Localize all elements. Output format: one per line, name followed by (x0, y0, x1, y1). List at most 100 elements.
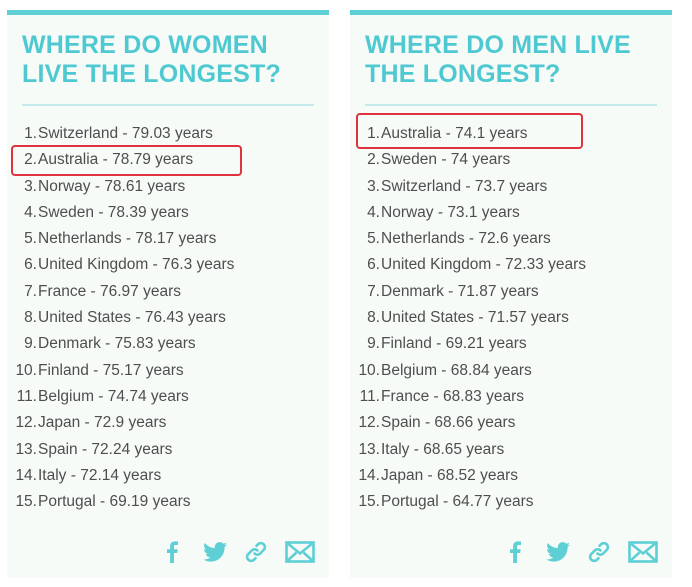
women-title: WHERE DO WOMEN LIVE THE LONGEST? (22, 31, 281, 88)
rank-country-value: Spain - 72.24 years (38, 440, 173, 458)
rank-item: 5. Netherlands - 78.17 years (7, 226, 329, 252)
rank-number: 1. (24, 125, 37, 142)
rank-country-value: Sweden - 74 years (381, 151, 511, 169)
women-card: WHERE DO WOMEN LIVE THE LONGEST? 1. Switz… (7, 10, 329, 578)
rank-number: 8. (24, 309, 37, 327)
rank-item: 7. Denmark - 71.87 years (350, 279, 672, 305)
rank-number: 3. (367, 177, 380, 195)
rank-number: 12. (358, 414, 380, 432)
rank-item: 12. Spain - 68.66 years (350, 410, 672, 436)
rank-country-value: Italy - 68.65 years (381, 440, 505, 458)
rank-country-value: United States - 71.57 years (381, 309, 569, 327)
rank-country-value: Switzerland - 73.7 years (381, 177, 548, 195)
men-title: WHERE DO MEN LIVE THE LONGEST? (365, 31, 631, 88)
rank-country-value: United Kingdom - 76.3 years (38, 256, 235, 274)
rank-number: 6. (24, 256, 37, 274)
rank-country-value: Denmark - 71.87 years (381, 282, 539, 300)
rank-country-value: Norway - 73.1 years (381, 203, 520, 221)
rank-number: 14. (15, 466, 37, 484)
rank-item: 15. Portugal - 64.77 years (350, 489, 672, 515)
rank-item: 10. Finland - 75.17 years (7, 358, 329, 384)
rank-number: 10. (15, 361, 37, 379)
rank-number: 5. (24, 230, 37, 248)
rank-item: 9. Denmark - 75.83 years (7, 331, 329, 357)
rank-number: 11. (359, 387, 380, 405)
rank-item: 6. United Kingdom - 76.3 years (7, 252, 329, 278)
women-divider (22, 104, 314, 106)
rank-number: 14. (358, 466, 380, 484)
rank-country-value: Belgium - 68.84 years (381, 361, 532, 379)
rank-country-value: Spain - 68.66 years (381, 414, 516, 432)
rank-number: 3. (24, 177, 37, 195)
women-rank-list: 1. Switzerland - 79.03 years 2. Australia -… (7, 121, 329, 515)
rank-item: 8. United States - 71.57 years (350, 305, 672, 331)
men-card: WHERE DO MEN LIVE THE LONGEST? 1. Austral… (350, 10, 672, 578)
rank-item: 3. Switzerland - 73.7 years (350, 174, 672, 200)
rank-country-value: Netherlands - 72.6 years (381, 230, 551, 248)
rank-country-value: Belgium - 74.74 years (38, 387, 189, 405)
rank-number: 11. (16, 387, 37, 405)
rank-item: 4. Sweden - 78.39 years (7, 200, 329, 226)
rank-number: 4. (367, 203, 380, 221)
rank-country-value: Finland - 75.17 years (38, 361, 184, 379)
rank-country-value: Sweden - 78.39 years (38, 203, 189, 221)
rank-country-value: United States - 76.43 years (38, 309, 226, 327)
rank-number: 13. (15, 440, 37, 458)
rank-number: 13. (358, 440, 380, 458)
rank-country-value: Finland - 69.21 years (381, 335, 527, 353)
rank-number: 2. (367, 151, 380, 169)
rank-country-value: United Kingdom - 72.33 years (381, 256, 587, 274)
rank-number: 15. (358, 493, 380, 511)
rank-item: 13. Italy - 68.65 years (350, 437, 672, 463)
rank-item: 10. Belgium - 68.84 years (350, 358, 672, 384)
rank-item: 11. Belgium - 74.74 years (7, 384, 329, 410)
facebook-icon[interactable] (165, 541, 179, 563)
twitter-icon[interactable] (546, 541, 570, 563)
rank-country-value: Norway - 78.61 years (38, 177, 186, 195)
rank-number: 6. (367, 256, 380, 274)
rank-number: 12. (15, 414, 37, 432)
rank-number: 1. (367, 125, 380, 142)
rank-item: 5. Netherlands - 72.6 years (350, 226, 672, 252)
link-icon[interactable] (245, 541, 267, 563)
rank-item: 2. Australia - 78.79 years (7, 147, 329, 173)
rank-item: 1. Switzerland - 79.03 years (7, 121, 329, 147)
rank-item: 9. Finland - 69.21 years (350, 331, 672, 357)
rank-country-value: Switzerland - 79.03 years (38, 125, 213, 142)
men-divider (365, 104, 657, 106)
rank-country-value: France - 76.97 years (38, 282, 182, 300)
rank-country-value: Japan - 68.52 years (381, 466, 519, 484)
rank-item: 7. France - 76.97 years (7, 279, 329, 305)
rank-item: 8. United States - 76.43 years (7, 305, 329, 331)
rank-number: 4. (24, 203, 37, 221)
rank-number: 10. (358, 361, 380, 379)
rank-number: 7. (24, 282, 37, 300)
twitter-icon[interactable] (203, 541, 227, 563)
rank-item: 3. Norway - 78.61 years (7, 174, 329, 200)
rank-number: 9. (24, 335, 37, 353)
facebook-icon[interactable] (508, 541, 522, 563)
rank-country-value: France - 68.83 years (381, 387, 525, 405)
mail-icon[interactable] (628, 541, 658, 563)
men-share-bar (508, 541, 663, 565)
women-share-bar (165, 541, 320, 565)
rank-number: 2. (24, 151, 37, 169)
rank-item: 15. Portugal - 69.19 years (7, 489, 329, 515)
rank-country-value: Australia - 74.1 years (381, 125, 528, 142)
link-icon[interactable] (588, 541, 610, 563)
rank-country-value: Portugal - 64.77 years (381, 493, 534, 511)
rank-item: 13. Spain - 72.24 years (7, 437, 329, 463)
rank-country-value: Japan - 72.9 years (38, 414, 167, 432)
rank-item: 14. Italy - 72.14 years (7, 463, 329, 489)
rank-number: 9. (367, 335, 380, 353)
mail-icon[interactable] (285, 541, 315, 563)
rank-number: 15. (15, 493, 37, 511)
rank-country-value: Portugal - 69.19 years (38, 493, 191, 511)
rank-country-value: Australia - 78.79 years (38, 151, 194, 169)
rank-item: 6. United Kingdom - 72.33 years (350, 252, 672, 278)
rank-item: 4. Norway - 73.1 years (350, 200, 672, 226)
rank-country-value: Italy - 72.14 years (38, 466, 162, 484)
rank-country-value: Denmark - 75.83 years (38, 335, 196, 353)
rank-number: 8. (367, 309, 380, 327)
